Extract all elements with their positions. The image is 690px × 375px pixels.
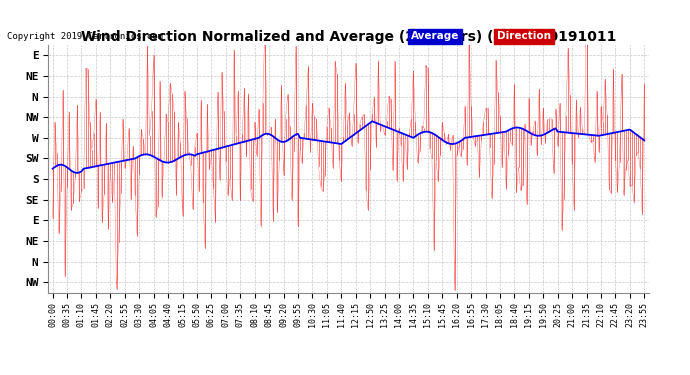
Text: Direction: Direction [497, 32, 551, 41]
Text: Average: Average [411, 32, 459, 41]
Text: Copyright 2019 Cartronics.com: Copyright 2019 Cartronics.com [7, 32, 163, 41]
Title: Wind Direction Normalized and Average (24 Hours) (New) 20191011: Wind Direction Normalized and Average (2… [81, 30, 616, 44]
